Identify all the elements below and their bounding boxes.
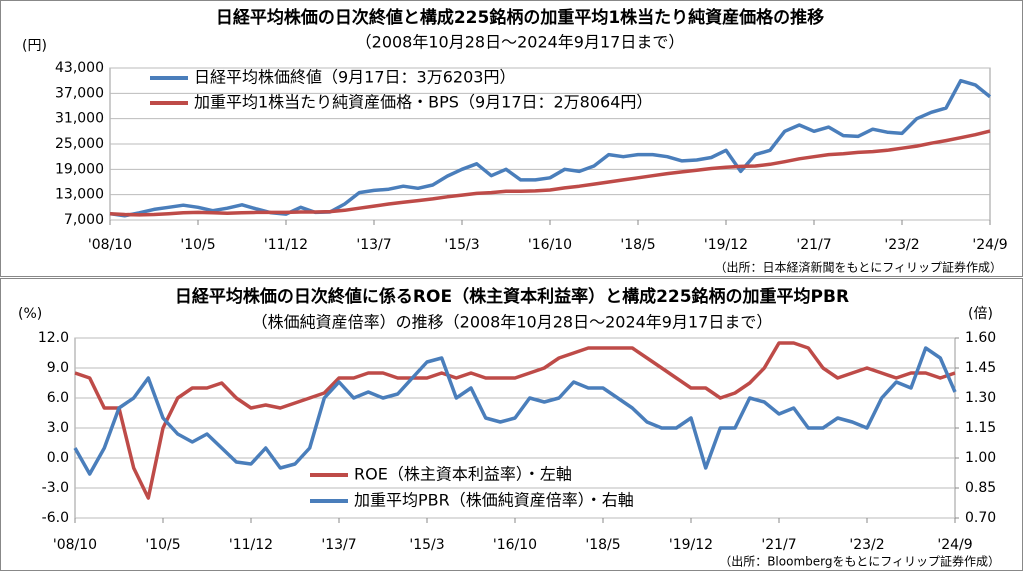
- chart-subtitle: （株価純資産倍率）の推移（2008年10月28日～2024年9月17日まで）: [252, 313, 773, 332]
- chart-title: 日経平均株価の日次終値に係るROE（株主資本利益率）と構成225銘柄の加重平均P…: [175, 286, 849, 307]
- x-tick-label: '15/3: [409, 537, 444, 553]
- series-line: [74, 341, 956, 500]
- y2-tick-label: 0.70: [965, 510, 996, 526]
- x-tick-label: '16/10: [493, 537, 537, 553]
- x-tick-label: '11/12: [229, 537, 273, 553]
- x-tick-label: '13/7: [321, 537, 356, 553]
- legend-label: ROE（株主資本利益率）・左軸: [354, 465, 572, 484]
- source-note: （出所：Bloombergをもとにフィリップ証券作成）: [719, 554, 1000, 569]
- legend-label: 日経平均株価終値（9月17日：3万6203円）: [194, 68, 515, 87]
- y-tick-label: 13,000: [55, 187, 104, 203]
- x-tick-label: '21/7: [761, 537, 796, 553]
- y-tick-label: 25,000: [55, 136, 104, 152]
- x-tick-label: '08/10: [88, 237, 132, 253]
- x-tick-label: '18/5: [585, 537, 620, 553]
- y-tick-label: -3.0: [42, 480, 69, 496]
- y2-tick-label: 1.30: [965, 390, 996, 406]
- y-tick-label: 7,000: [64, 212, 104, 228]
- x-tick-label: '08/10: [53, 537, 97, 553]
- y2-tick-label: 0.85: [965, 480, 996, 496]
- y-tick-label: 9.0: [47, 360, 69, 376]
- x-tick-label: '23/2: [884, 237, 919, 253]
- y-tick-label: 43,000: [55, 60, 104, 76]
- x-tick-label: '11/12: [264, 237, 308, 253]
- panel-frame: [0, 0, 1023, 277]
- y-tick-label: 37,000: [55, 85, 104, 101]
- source-note: （出所：日本経済新聞をもとにフィリップ証券作成）: [714, 260, 1002, 275]
- panel-frame: [0, 278, 1023, 571]
- y2-tick-label: 1.60: [965, 330, 996, 346]
- y-tick-label: 19,000: [55, 161, 104, 177]
- x-tick-label: '21/7: [796, 237, 831, 253]
- x-tick-label: '16/10: [528, 237, 572, 253]
- x-tick-label: '18/5: [620, 237, 655, 253]
- y-unit: (%): [18, 306, 42, 322]
- x-tick-label: '10/5: [145, 537, 180, 553]
- series-line: [109, 78, 992, 218]
- y2-unit: (倍): [968, 306, 993, 322]
- y-tick-label: 0.0: [47, 450, 69, 466]
- legend-label: 加重平均PBR（株価純資産倍率）・右軸: [354, 491, 634, 510]
- x-tick-label: '19/12: [669, 537, 713, 553]
- y-tick-label: 31,000: [55, 111, 104, 127]
- legend-label: 加重平均1株当たり純資産価格・BPS（9月17日：2万8064円）: [194, 93, 652, 112]
- y-unit: (円): [22, 38, 47, 54]
- y-tick-label: 3.0: [47, 420, 69, 436]
- y2-tick-label: 1.00: [965, 450, 996, 466]
- y-tick-label: 6.0: [47, 390, 69, 406]
- x-tick-label: '15/3: [444, 237, 479, 253]
- y-tick-label: -6.0: [42, 510, 69, 526]
- x-tick-label: '10/5: [180, 237, 215, 253]
- y-tick-label: 12.0: [38, 330, 69, 346]
- x-tick-label: '13/7: [356, 237, 391, 253]
- y2-tick-label: 1.15: [965, 420, 996, 436]
- chart-subtitle: （2008年10月28日～2024年9月17日まで）: [356, 33, 685, 52]
- series-line: [73, 346, 957, 476]
- x-tick-label: '24/9: [937, 537, 972, 553]
- x-tick-label: '19/12: [704, 237, 748, 253]
- chart-title: 日経平均株価の日次終値と構成225銘柄の加重平均1株当たり純資産価格の推移: [216, 7, 824, 28]
- x-tick-label: '24/9: [972, 237, 1007, 253]
- x-tick-label: '23/2: [849, 537, 884, 553]
- series-line: [109, 129, 991, 217]
- y2-tick-label: 1.45: [965, 360, 996, 376]
